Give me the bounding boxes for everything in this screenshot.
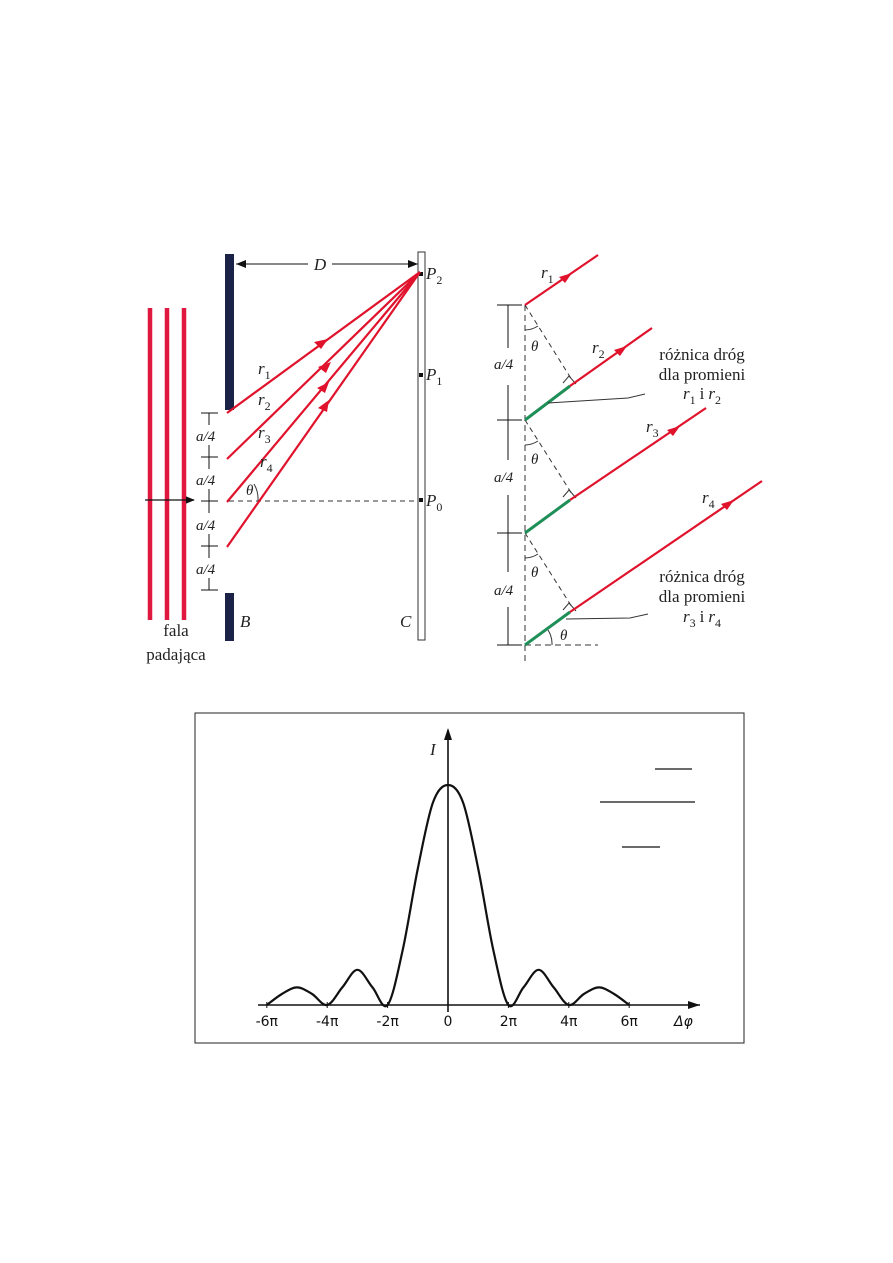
screen (417, 251, 426, 641)
intensity-chart: I Δφ -6π -4π -2π 0 2π 4π 6π (194, 712, 745, 1044)
distance-label: D (313, 255, 327, 274)
y-axis-label: I (429, 740, 437, 759)
segment-label-3: a/4 (196, 518, 216, 534)
ray-r4-arrow (318, 400, 329, 412)
point-p1-marker (419, 373, 423, 377)
x-tick-label: 0 (444, 1014, 453, 1030)
note-top-line2: dla promieni (659, 365, 746, 384)
right-ray-arrows (559, 273, 734, 510)
right-ray-r3-label: r3 (646, 417, 659, 440)
distance-arrow-right (408, 260, 418, 268)
ray-r3-label: r3 (258, 423, 271, 446)
x-tick-labels: -6π -4π -2π 0 2π 4π 6π (256, 1002, 639, 1030)
ray-r2-arrow (318, 362, 331, 373)
x-axis-arrow (688, 1001, 700, 1009)
right-angle-arcs (524, 325, 553, 646)
rays-left (226, 271, 421, 548)
x-tick-label: 4π (560, 1014, 578, 1030)
point-p0-marker (419, 498, 423, 502)
right-angle-label-4: θ (560, 628, 568, 644)
x-tick-label: 2π (500, 1014, 518, 1030)
note-top-leader (547, 393, 646, 404)
right-angle-label-1: θ (531, 339, 539, 355)
angle-arc (253, 483, 259, 502)
note-bottom-leader (565, 613, 649, 620)
ray-r1-arrow (314, 339, 328, 349)
angle-label: θ (246, 483, 254, 499)
right-ray-r1 (524, 254, 599, 306)
incident-wave-label-2: padająca (146, 645, 206, 664)
x-tick-label: -4π (316, 1014, 339, 1030)
x-tick-label: 6π (621, 1014, 639, 1030)
segment-label-2: a/4 (196, 473, 216, 489)
barrier-lower (225, 593, 234, 641)
perpendiculars (524, 304, 573, 608)
right-segment-label-2: a/4 (494, 470, 514, 486)
left-figure: fala padająca B D C P2 P1 P0 θ (145, 251, 442, 664)
distance-arrow-left (236, 260, 246, 268)
ray-r1-label: r1 (258, 359, 271, 382)
note-bottom: różnica dróg dla promieni r3 i r4 (659, 567, 746, 630)
note-bottom-line3: r3 i r4 (683, 607, 721, 630)
x-tick-label: -6π (256, 1014, 279, 1030)
chart-frame (194, 712, 745, 1044)
y-axis-arrow (444, 728, 452, 740)
path-difference-segments (524, 384, 571, 647)
right-ray-r1-label: r1 (541, 263, 554, 286)
right-angle-label-2: θ (531, 452, 539, 468)
right-angle-marks (562, 375, 577, 612)
note-bottom-line2: dla promieni (659, 587, 746, 606)
ray-r2-label: r2 (258, 390, 271, 413)
screen-label: C (400, 612, 412, 631)
right-dimension-markers (497, 304, 522, 646)
ray-r3-arrow (317, 382, 329, 393)
point-p0-label: P0 (425, 491, 442, 514)
segment-label-1: a/4 (196, 429, 216, 445)
right-angle-label-3: θ (531, 565, 539, 581)
right-ray-r2-label: r2 (592, 338, 605, 361)
note-top-line1: różnica dróg (659, 345, 745, 364)
slit-dimension-markers (201, 412, 218, 591)
point-p1-label: P1 (425, 365, 442, 388)
right-figure: a/4 a/4 a/4 θ θ θ θ (494, 254, 763, 665)
point-p2-label: P2 (425, 264, 442, 287)
right-ray-r2 (569, 327, 653, 387)
rays-right (524, 254, 763, 613)
barrier-label: B (240, 612, 251, 631)
right-ray-r3 (569, 407, 707, 501)
incident-wave-label-1: fala (163, 621, 189, 640)
note-top: różnica dróg dla promieni r1 i r2 (659, 345, 746, 407)
note-top-line3: r1 i r2 (683, 384, 721, 407)
segment-label-4: a/4 (196, 562, 216, 578)
note-bottom-line1: różnica dróg (659, 567, 745, 586)
x-axis-label: Δφ (673, 1014, 694, 1030)
right-segment-label-1: a/4 (494, 357, 514, 373)
point-p2-marker (419, 272, 423, 276)
right-segment-label-3: a/4 (494, 583, 514, 599)
incident-wavefronts (147, 308, 187, 620)
ray-r4-label: r4 (260, 452, 273, 475)
right-ray-r4-label: r4 (702, 488, 715, 511)
x-tick-label: -2π (376, 1014, 399, 1030)
barrier-upper (225, 254, 234, 410)
